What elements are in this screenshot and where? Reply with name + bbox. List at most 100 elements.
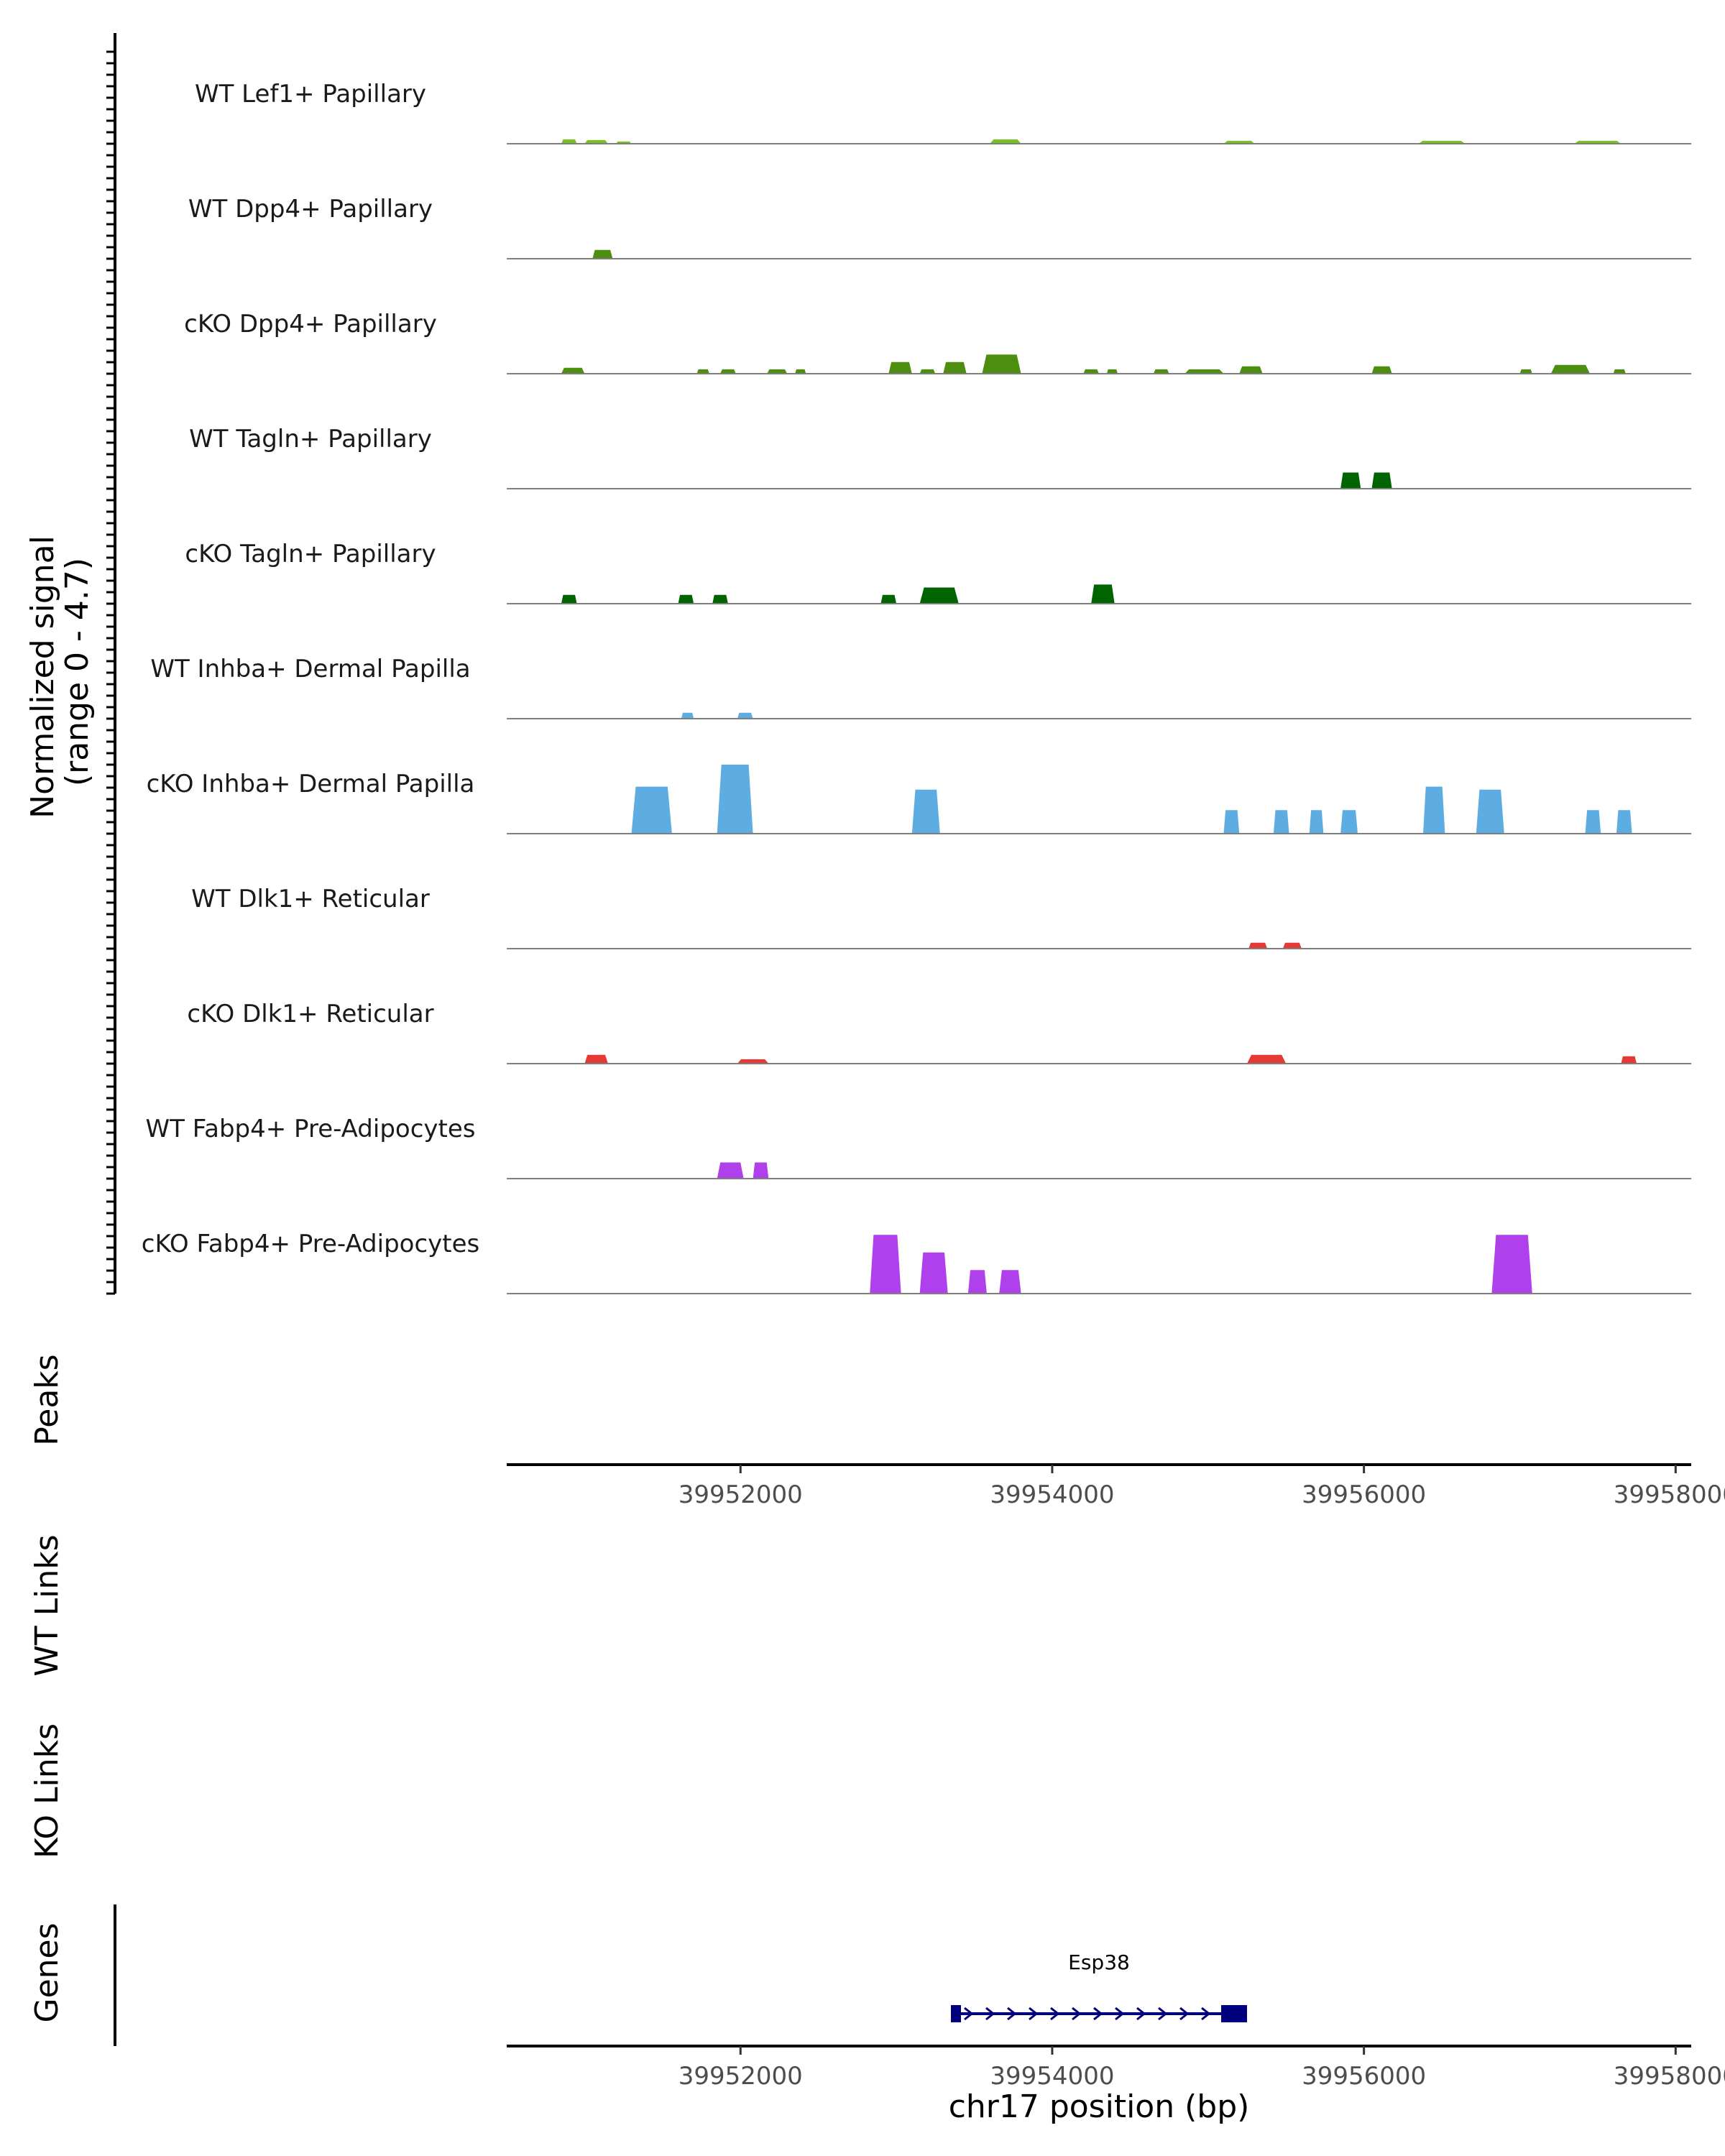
- coverage-peak: [1418, 140, 1466, 144]
- track-label: cKO Tagln+ Papillary: [185, 540, 436, 568]
- track-label: WT Dlk1+ Reticular: [191, 885, 430, 913]
- peaks-x-axis-tick-label: 39958000: [1614, 1480, 1725, 1509]
- coverage-peak: [696, 369, 709, 374]
- coverage-peak: [1491, 1235, 1532, 1294]
- coverage-peak: [919, 369, 936, 374]
- gene-strand-chevron: [1007, 2007, 1017, 2021]
- coverage-peak: [795, 369, 806, 374]
- gene-strand-chevron: [1050, 2007, 1060, 2021]
- coverage-peak: [1519, 369, 1532, 374]
- bottom-x-axis-tick-label: 39952000: [678, 2062, 803, 2091]
- track-4: cKO Tagln+ Papillary: [185, 540, 1691, 604]
- track-5: WT Inhba+ Dermal Papilla: [150, 655, 1691, 719]
- track-label: cKO Dpp4+ Papillary: [184, 310, 437, 338]
- coverage-peak: [911, 789, 940, 834]
- coverage-peak: [1585, 810, 1601, 834]
- coverage-peak: [767, 369, 788, 374]
- y-axis-label-line2: (range 0 - 4.7): [59, 558, 96, 786]
- coverage-peak: [1574, 140, 1622, 144]
- track-label: WT Inhba+ Dermal Papilla: [150, 655, 470, 683]
- gene-strand-chevron: [1029, 2007, 1039, 2021]
- y-axis-label-line1: Normalized signal: [24, 535, 61, 819]
- gene-exon: [951, 2005, 961, 2022]
- coverage-peak: [1613, 369, 1626, 374]
- track-10: cKO Fabp4+ Pre-Adipocytes: [142, 1230, 1691, 1294]
- coverage-peak: [1153, 369, 1169, 374]
- coverage-peak: [967, 1270, 987, 1294]
- gene-strand-chevron: [964, 2007, 974, 2021]
- gene-strand-chevron: [1158, 2007, 1168, 2021]
- track-6: cKO Inhba+ Dermal Papilla: [147, 765, 1691, 834]
- bottom-x-axis-tick-label: 39956000: [1302, 2062, 1426, 2091]
- coverage-peak: [943, 361, 967, 374]
- gene-strand-chevron: [1179, 2007, 1190, 2021]
- coverage-peak: [631, 786, 672, 834]
- gene-strand-chevron: [1136, 2007, 1146, 2021]
- gene-strand-chevron: [1093, 2007, 1103, 2021]
- gene-strand-chevron: [1201, 2007, 1211, 2021]
- coverage-peak: [1550, 364, 1591, 374]
- coverage-peak: [1340, 472, 1361, 489]
- coverage-peak: [1223, 140, 1255, 144]
- coverage-peak: [584, 1054, 608, 1064]
- coverage-peak: [919, 1252, 948, 1294]
- coverage-peak: [1184, 369, 1224, 374]
- coverage-peak: [1309, 810, 1324, 834]
- coverage-tracks: WT Lef1+ Papillary WT Dpp4+ Papillary cKO …: [142, 80, 1691, 1294]
- coverage-peak: [1091, 584, 1115, 604]
- track-3: WT Tagln+ Papillary: [189, 425, 1691, 489]
- coverage-peak: [584, 139, 608, 144]
- gene-track: Esp38: [951, 1950, 1247, 2022]
- coverage-peak: [870, 1235, 901, 1294]
- peaks-panel-label: Peaks: [29, 1354, 65, 1445]
- coverage-peak: [1476, 789, 1504, 834]
- genes-panel-label: Genes: [29, 1922, 65, 2022]
- coverage-peak: [1106, 369, 1118, 374]
- coverage-peak: [1247, 1054, 1287, 1064]
- x-axis-label: chr17 position (bp): [949, 2088, 1250, 2125]
- track-label: cKO Inhba+ Dermal Papilla: [147, 770, 475, 798]
- coverage-peak: [712, 594, 728, 604]
- coverage-peak: [1223, 810, 1240, 834]
- coverage-peak: [678, 594, 694, 604]
- gene-exon: [1221, 2005, 1247, 2022]
- coverage-peak: [1083, 369, 1099, 374]
- gene-strand-chevron: [985, 2007, 995, 2021]
- track-1: WT Dpp4+ Papillary: [188, 195, 1691, 259]
- coverage-y-ticks: [106, 50, 115, 1295]
- coverage-peak: [717, 1162, 744, 1179]
- bottom-x-axis-tick-label: 39954000: [990, 2062, 1114, 2091]
- coverage-peak: [919, 587, 959, 604]
- coverage-peak: [1423, 786, 1445, 834]
- track-label: cKO Fabp4+ Pre-Adipocytes: [142, 1230, 480, 1258]
- coverage-peak: [1282, 942, 1302, 949]
- coverage-peak: [561, 594, 577, 604]
- track-label: WT Lef1+ Papillary: [195, 80, 426, 109]
- track-9: WT Fabp4+ Pre-Adipocytes: [146, 1115, 1691, 1179]
- coverage-peak: [717, 765, 753, 834]
- coverage-peak: [592, 249, 613, 259]
- coverage-peak: [888, 361, 912, 374]
- peaks-x-axis: 39952000 39954000 39956000 39958000: [678, 1465, 1725, 1509]
- track-2: cKO Dpp4+ Papillary: [184, 310, 1691, 374]
- peaks-x-axis-tick-label: 39952000: [678, 1480, 803, 1509]
- coverage-peak: [681, 712, 694, 719]
- coverage-peak: [880, 594, 897, 604]
- track-8: cKO Dlk1+ Reticular: [187, 1000, 1691, 1064]
- coverage-peak: [1340, 810, 1358, 834]
- track-7: WT Dlk1+ Reticular: [191, 885, 1691, 949]
- y-axis-label: Normalized signal (range 0 - 4.7): [24, 525, 96, 819]
- track-0: WT Lef1+ Papillary: [195, 80, 1691, 144]
- coverage-peak: [720, 369, 736, 374]
- coverage-peak: [561, 367, 585, 374]
- bottom-x-axis-tick-label: 39958000: [1614, 2062, 1725, 2091]
- coverage-peak: [999, 1270, 1021, 1294]
- track-label: WT Fabp4+ Pre-Adipocytes: [146, 1115, 476, 1143]
- coverage-peak: [1239, 366, 1263, 374]
- track-label: WT Tagln+ Papillary: [189, 425, 432, 453]
- track-label: cKO Dlk1+ Reticular: [187, 1000, 433, 1028]
- coverage-peak: [982, 354, 1021, 374]
- coverage-peak: [737, 1059, 769, 1064]
- coverage-peak: [753, 1162, 769, 1179]
